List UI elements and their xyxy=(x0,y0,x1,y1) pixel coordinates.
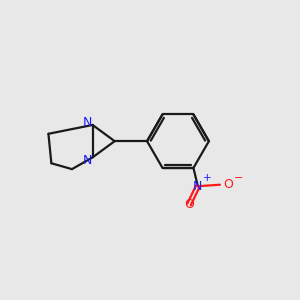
Text: +: + xyxy=(203,173,212,183)
Text: O: O xyxy=(184,198,194,211)
Text: N: N xyxy=(82,116,92,128)
Text: −: − xyxy=(233,173,243,183)
Text: O: O xyxy=(223,178,233,191)
Text: N: N xyxy=(82,154,92,167)
Text: N: N xyxy=(193,180,203,193)
